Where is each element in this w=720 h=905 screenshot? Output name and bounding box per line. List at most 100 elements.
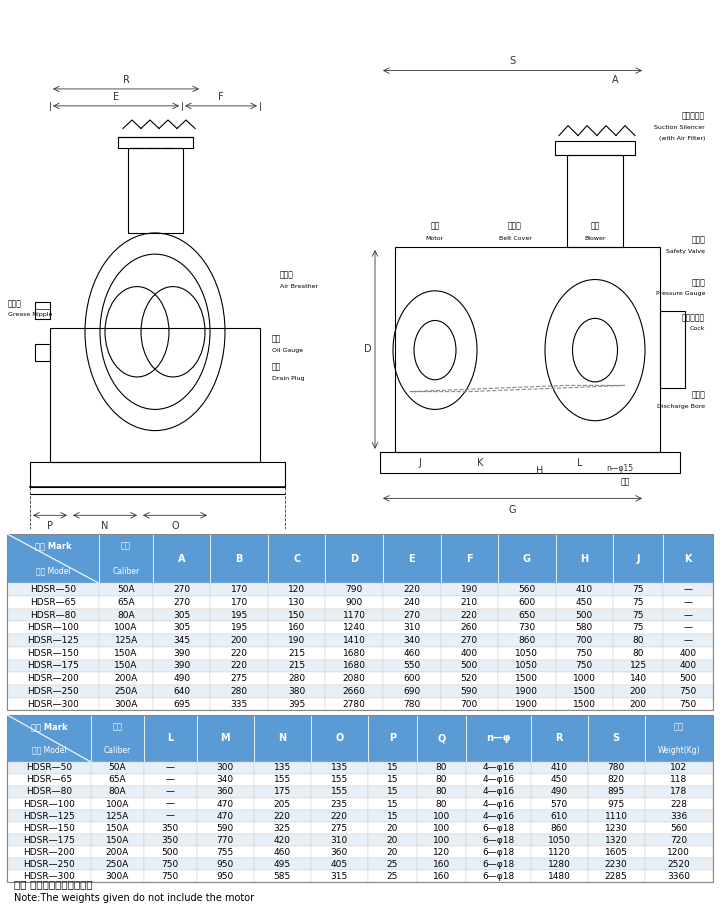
Bar: [588, 834, 644, 846]
Text: —: —: [683, 624, 693, 633]
Text: 350: 350: [162, 835, 179, 844]
Bar: [99, 634, 153, 647]
Bar: [91, 762, 144, 774]
Bar: [613, 609, 663, 622]
Text: F: F: [466, 554, 472, 564]
Bar: [368, 834, 417, 846]
Bar: [441, 672, 498, 685]
Bar: [99, 596, 153, 609]
Bar: [253, 762, 311, 774]
Text: 860: 860: [518, 636, 536, 645]
Text: 100: 100: [433, 835, 450, 844]
Bar: [417, 822, 467, 834]
Bar: [498, 622, 556, 634]
Text: 270: 270: [173, 598, 190, 607]
Bar: [144, 846, 197, 858]
Bar: [210, 698, 268, 710]
Text: 1900: 1900: [516, 687, 539, 696]
Text: K: K: [477, 458, 483, 468]
Bar: [368, 762, 417, 774]
Text: 75: 75: [632, 598, 644, 607]
Bar: [498, 672, 556, 685]
Text: —: —: [683, 586, 693, 595]
Text: 135: 135: [330, 763, 348, 772]
Bar: [441, 609, 498, 622]
Text: 340: 340: [217, 776, 234, 785]
Bar: [383, 596, 441, 609]
Bar: [383, 634, 441, 647]
Bar: [383, 698, 441, 710]
Text: 390: 390: [173, 662, 190, 671]
Text: 120: 120: [288, 586, 305, 595]
Bar: [325, 634, 383, 647]
Text: 490: 490: [551, 787, 568, 796]
Text: 1200: 1200: [667, 848, 690, 857]
Bar: [153, 672, 210, 685]
Text: 270: 270: [403, 611, 420, 620]
Text: 15: 15: [387, 799, 398, 808]
Bar: [7, 798, 91, 810]
Text: Discharge Bore: Discharge Bore: [657, 405, 705, 409]
Bar: [417, 715, 467, 762]
Text: 150: 150: [288, 611, 305, 620]
Text: 600: 600: [518, 598, 536, 607]
Text: 重量: 重量: [674, 722, 684, 731]
Bar: [417, 834, 467, 846]
Bar: [498, 634, 556, 647]
Text: E: E: [408, 554, 415, 564]
Text: B: B: [235, 554, 243, 564]
Text: —: —: [166, 787, 175, 796]
Bar: [7, 634, 99, 647]
Bar: [311, 762, 368, 774]
Text: (with Air Filter): (with Air Filter): [659, 136, 705, 141]
Bar: [197, 871, 253, 882]
Bar: [253, 822, 311, 834]
Text: 排气体: 排气体: [280, 271, 294, 280]
Bar: [7, 762, 91, 774]
Bar: [441, 647, 498, 660]
Bar: [441, 534, 498, 584]
Bar: [417, 762, 467, 774]
Text: 300: 300: [217, 763, 234, 772]
Bar: [467, 762, 531, 774]
Bar: [441, 584, 498, 596]
Text: 3360: 3360: [667, 872, 690, 881]
Text: 470: 470: [217, 812, 234, 821]
Text: 80: 80: [436, 799, 447, 808]
Bar: [368, 798, 417, 810]
Text: 15: 15: [387, 763, 398, 772]
Text: 300A: 300A: [106, 872, 129, 881]
Text: 170: 170: [230, 586, 248, 595]
Bar: [197, 810, 253, 822]
Text: —: —: [166, 776, 175, 785]
Text: 190: 190: [288, 636, 305, 645]
Bar: [268, 584, 325, 596]
Text: J: J: [418, 458, 421, 468]
Bar: [467, 715, 531, 762]
Text: Caliber: Caliber: [104, 746, 131, 755]
Text: 1170: 1170: [343, 611, 366, 620]
Bar: [588, 871, 644, 882]
Bar: [210, 660, 268, 672]
Text: 195: 195: [230, 611, 248, 620]
Text: 950: 950: [217, 872, 234, 881]
Bar: [531, 774, 588, 786]
Bar: [383, 647, 441, 660]
Text: 590: 590: [461, 687, 478, 696]
Bar: [368, 871, 417, 882]
Bar: [91, 858, 144, 871]
Text: Grease Nipple: Grease Nipple: [8, 312, 53, 318]
Text: 730: 730: [518, 624, 536, 633]
Bar: [311, 715, 368, 762]
Text: 590: 590: [217, 824, 234, 833]
Bar: [368, 810, 417, 822]
Text: 安全阀: 安全阀: [691, 235, 705, 244]
Text: 1605: 1605: [605, 848, 628, 857]
Bar: [128, 148, 183, 233]
Text: 6—φ18: 6—φ18: [482, 835, 515, 844]
Text: 210: 210: [461, 598, 478, 607]
Text: 325: 325: [274, 824, 291, 833]
Text: 200: 200: [230, 636, 248, 645]
Text: 125A: 125A: [106, 812, 129, 821]
Bar: [144, 822, 197, 834]
